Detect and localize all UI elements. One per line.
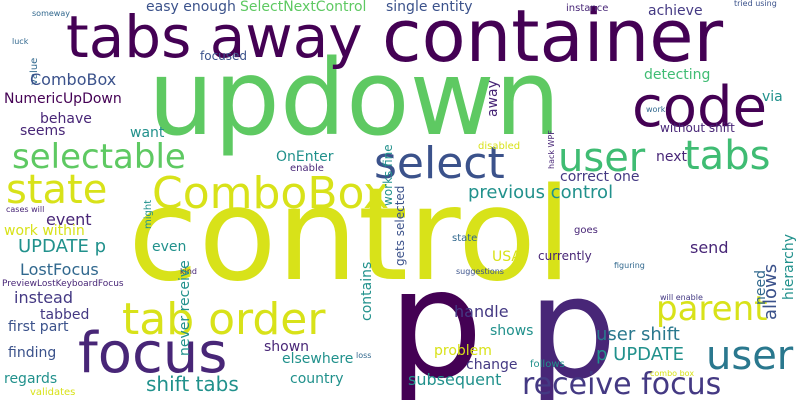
- word-user-right: user: [706, 333, 794, 379]
- word-combo-box: combo box: [650, 369, 695, 378]
- word-follows: follows: [530, 359, 565, 370]
- word-receive-focus: receive focus: [522, 367, 722, 400]
- word-numericupdown: NumericUpDown: [4, 91, 122, 107]
- word-instance: instance: [566, 3, 609, 14]
- word-want: want: [130, 125, 165, 141]
- word-shows: shows: [490, 323, 534, 339]
- word-state-small: state: [452, 233, 478, 244]
- word-seems: seems: [20, 123, 66, 139]
- word-shown: shown: [264, 339, 310, 355]
- word-onenter: OnEnter: [276, 149, 334, 165]
- word-lostfocus: LostFocus: [20, 260, 99, 279]
- word-country: country: [290, 371, 344, 387]
- word-without-shift: without shift: [660, 121, 735, 135]
- word-user-shift: user shift: [596, 324, 680, 345]
- word-someway: someway: [32, 9, 70, 18]
- word-tab-order: tab order: [122, 294, 326, 345]
- word-tried-using: tried using: [734, 0, 777, 8]
- word-previewlostkeyboardfocus: PreviewLostKeyboardFocus: [2, 279, 124, 289]
- word-tabs-right: tabs: [684, 133, 771, 179]
- word-p-medium: p: [528, 248, 617, 400]
- word-tabbed: tabbed: [40, 307, 90, 323]
- word-parent: parent: [656, 289, 768, 329]
- word-away: away: [485, 80, 501, 117]
- word-suggestions: suggestions: [456, 267, 504, 276]
- word-cases-will: cases will: [6, 205, 45, 214]
- word-might: might: [143, 199, 154, 229]
- word-achieve: achieve: [648, 3, 703, 19]
- word-regards: regards: [4, 371, 58, 387]
- word-control: control: [128, 161, 572, 310]
- word-state: state: [6, 167, 108, 213]
- word-p-large: p: [388, 238, 484, 400]
- word-easy-enough: easy enough: [146, 0, 236, 15]
- word-hack-wpf: hack WPF: [547, 130, 556, 169]
- word-update-p: UPDATE p: [18, 236, 107, 257]
- word-loss: loss: [356, 351, 372, 360]
- word-previous-control: previous control: [468, 182, 614, 203]
- word-select: select: [374, 138, 505, 189]
- word-p-update-right: p UPDATE: [596, 344, 685, 365]
- word-handle: handle: [454, 302, 509, 321]
- word-combobox-large: ComboBox: [152, 168, 390, 219]
- word-even: even: [152, 239, 187, 255]
- word-tabs-away: tabs away: [66, 3, 363, 71]
- word-updown: updown: [148, 37, 561, 159]
- word-work-within: work within: [4, 223, 85, 239]
- word-disabled: disabled: [478, 141, 521, 152]
- word-event: event: [46, 210, 92, 229]
- word-user-top: user: [558, 135, 646, 181]
- word-currently: currently: [538, 249, 592, 263]
- word-detecting: detecting: [644, 67, 711, 83]
- word-focus: focus: [78, 321, 228, 386]
- word-figuring: figuring: [614, 261, 645, 270]
- word-instead: instead: [14, 288, 73, 307]
- word-usa: USA: [492, 249, 521, 265]
- word-work-right: work: [646, 105, 666, 114]
- word-luck: luck: [12, 37, 29, 46]
- word-problem: problem: [434, 343, 492, 359]
- word-shift-tabs: shift tabs: [146, 372, 239, 396]
- word-send: send: [690, 238, 729, 257]
- word-next: next: [656, 149, 688, 165]
- word-correct-one: correct one: [560, 169, 640, 185]
- word-combobox-small: ComboBox: [30, 70, 117, 89]
- word-contains: contains: [359, 261, 375, 321]
- word-kind: kind: [180, 267, 198, 276]
- word-will-enable: will enable: [660, 293, 703, 302]
- word-validates: validates: [30, 387, 76, 398]
- word-first-part: first part: [8, 319, 69, 335]
- word-change: change: [466, 357, 518, 373]
- word-finding: finding: [8, 345, 57, 361]
- word-via: via: [762, 89, 783, 105]
- word-single-entity: single entity: [386, 0, 473, 15]
- word-gets-selected: gets selected: [393, 185, 407, 266]
- word-hierarchy: hierarchy: [781, 233, 797, 300]
- word-behave: behave: [40, 111, 92, 127]
- word-elsewhere: elsewhere: [282, 351, 354, 367]
- word-subsequent: subsequent: [408, 370, 502, 389]
- word-focused: focused: [200, 49, 248, 63]
- word-enable: enable: [290, 163, 324, 174]
- word-need: need: [753, 270, 769, 305]
- word-container: container: [382, 0, 724, 78]
- word-goes: goes: [574, 225, 598, 236]
- word-selectable: selectable: [12, 137, 186, 177]
- word-selectnextcontrol: SelectNextControl: [240, 0, 367, 15]
- word-never-receive: never receive: [177, 260, 193, 356]
- word-code: code: [632, 75, 768, 140]
